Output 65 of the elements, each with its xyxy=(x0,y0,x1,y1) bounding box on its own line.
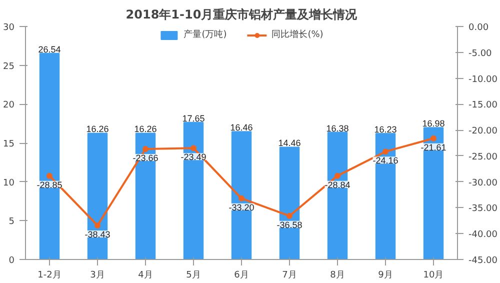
y2-tick-label: -30.00 xyxy=(468,178,498,188)
point xyxy=(286,212,292,219)
y-tick-label: 10 xyxy=(3,178,15,188)
data-label: 17.65 xyxy=(182,113,205,124)
point xyxy=(334,172,340,179)
y2-tick-label: -45.00 xyxy=(468,256,498,266)
point xyxy=(190,145,196,152)
x-tick-label: 6月 xyxy=(234,270,249,280)
point xyxy=(46,172,52,179)
x-tick-label: 8月 xyxy=(330,270,345,280)
x-tick-label: 3月 xyxy=(90,270,105,280)
bar xyxy=(279,146,300,260)
y2-tick-label: -35.00 xyxy=(468,204,498,214)
legend-label: 产量(万吨) xyxy=(184,28,227,41)
x-tick-label: 1-2月 xyxy=(38,270,62,280)
y2-tick-label: -5.00 xyxy=(468,48,492,59)
data-label: -28.85 xyxy=(36,180,62,190)
bar xyxy=(183,122,204,260)
chart-title: 2018年1-10月重庆市铝材产量及增长情况 xyxy=(126,8,358,22)
bar xyxy=(39,52,60,260)
bar xyxy=(423,127,444,260)
y2-tick-label: -20.00 xyxy=(468,126,498,137)
data-label: 14.46 xyxy=(278,138,301,148)
y-tick-label: 25 xyxy=(3,62,14,72)
bar xyxy=(231,131,252,260)
point xyxy=(382,148,388,155)
data-label: -36.58 xyxy=(276,220,302,230)
data-label: 16.23 xyxy=(374,124,397,134)
bar xyxy=(327,132,348,260)
y-tick-label: 30 xyxy=(3,23,15,33)
bar xyxy=(375,132,396,260)
data-label: -38.43 xyxy=(84,229,110,240)
point xyxy=(94,222,100,228)
data-label: -21.61 xyxy=(420,142,446,152)
data-label: -28.84 xyxy=(324,180,350,190)
y-tick-label: 0 xyxy=(8,256,15,266)
data-label: 16.26 xyxy=(134,124,157,134)
x-tick-label: 4月 xyxy=(138,270,153,280)
y-tick-label: 15 xyxy=(3,140,14,150)
point xyxy=(142,146,148,152)
y-tick-label: 5 xyxy=(8,217,15,228)
x-tick-label: 10月 xyxy=(423,270,444,280)
y2-tick-label: 0.00 xyxy=(468,23,489,33)
data-label: 16.46 xyxy=(230,122,253,133)
data-label: 16.26 xyxy=(86,124,109,134)
y2-tick-label: -15.00 xyxy=(468,100,498,111)
point xyxy=(238,195,244,202)
bar xyxy=(135,132,156,260)
y2-tick-label: -25.00 xyxy=(468,152,498,162)
data-label: -23.66 xyxy=(132,153,158,164)
data-label: -33.20 xyxy=(228,202,254,212)
x-tick-label: 5月 xyxy=(186,270,201,280)
data-label: -23.49 xyxy=(180,152,206,162)
legend-label: 同比增长(%) xyxy=(272,28,324,41)
y2-tick-label: -40.00 xyxy=(468,230,498,240)
data-label: 16.98 xyxy=(422,118,445,129)
data-label: 16.38 xyxy=(326,123,349,134)
bar xyxy=(87,132,108,260)
y-tick-label: 20 xyxy=(3,100,15,111)
x-tick-label: 7月 xyxy=(282,270,297,280)
data-label: 26.54 xyxy=(38,44,61,54)
data-label: -24.16 xyxy=(372,156,398,166)
y2-tick-label: -10.00 xyxy=(468,74,498,85)
x-tick-label: 9月 xyxy=(378,270,393,280)
point xyxy=(430,135,436,142)
